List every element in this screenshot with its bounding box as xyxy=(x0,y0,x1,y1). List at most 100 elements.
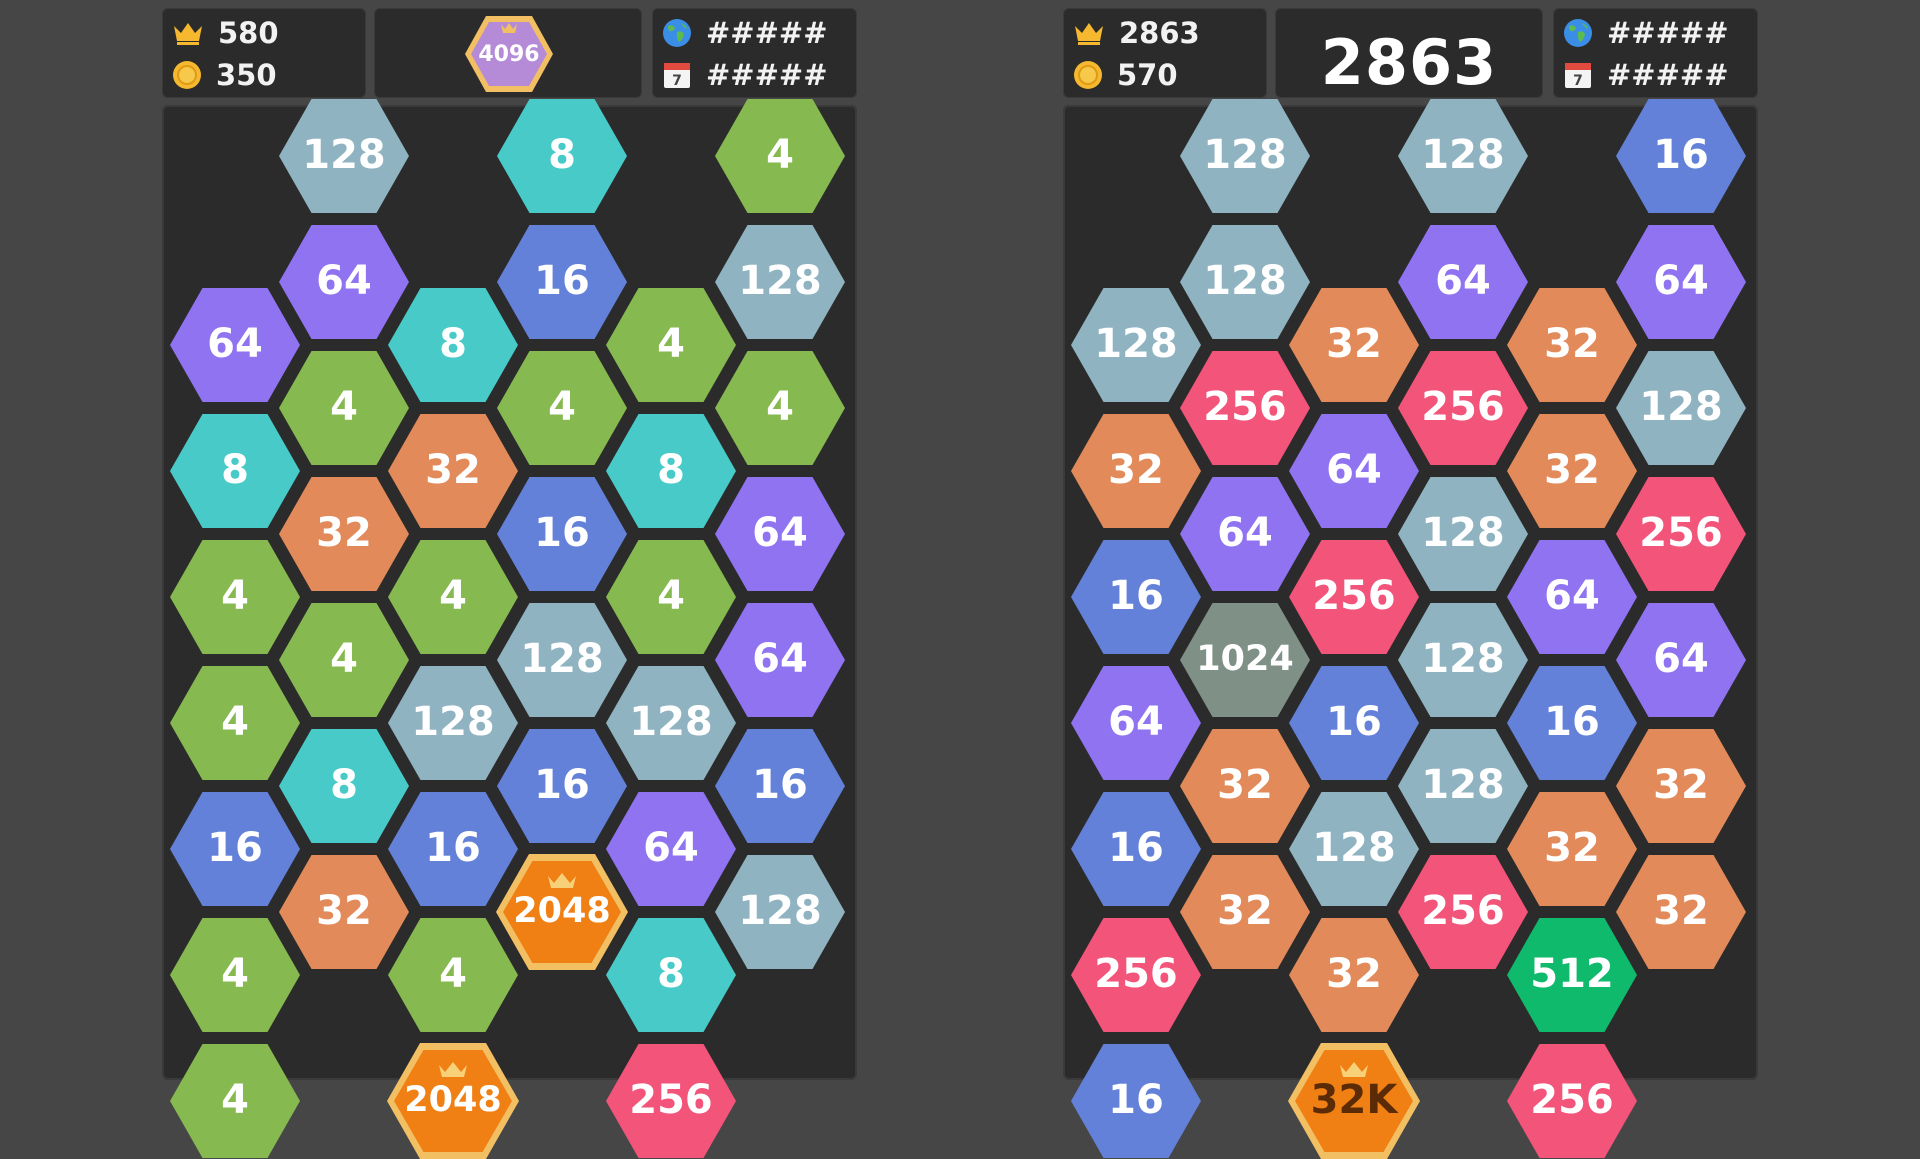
hex-tile-value: 4 xyxy=(221,573,249,619)
hex-tile-8[interactable]: 8 xyxy=(496,98,628,214)
hex-tile-128[interactable]: 128 xyxy=(714,224,846,340)
stats-box: 2863 570 xyxy=(1063,8,1267,98)
hex-tile-128[interactable]: 128 xyxy=(496,602,628,718)
hex-tile-32[interactable]: 32 xyxy=(1615,854,1747,970)
hex-tile-128[interactable]: 128 xyxy=(1179,98,1311,214)
hex-tile-256[interactable]: 256 xyxy=(1179,350,1311,466)
hex-tile-128[interactable]: 128 xyxy=(605,665,737,781)
hex-tile-16[interactable]: 16 xyxy=(1506,665,1638,781)
calendar-day: 7 xyxy=(672,73,682,89)
hex-tile-32[interactable]: 32 xyxy=(1506,287,1638,403)
hex-tile-16[interactable]: 16 xyxy=(1070,1043,1202,1159)
hex-tile-value: 32 xyxy=(1326,321,1382,367)
hex-tile-64[interactable]: 64 xyxy=(1615,602,1747,718)
hex-tile-64[interactable]: 64 xyxy=(714,476,846,592)
hex-tile-value: 16 xyxy=(1108,573,1164,619)
hex-tile-32K[interactable]: 32K xyxy=(1288,1043,1420,1159)
hex-tile-32[interactable]: 32 xyxy=(1288,287,1420,403)
hex-tile-8[interactable]: 8 xyxy=(169,413,301,529)
hex-tile-64[interactable]: 64 xyxy=(1288,413,1420,529)
game-panel-left: 580 350 4096 ##### 7 ##### 64 8 4 4 16 4 4 128 6… xyxy=(162,0,862,1159)
hex-tile-64[interactable]: 64 xyxy=(1070,665,1202,781)
hex-tile-value: 4 xyxy=(766,132,794,178)
hex-tile-64[interactable]: 64 xyxy=(714,602,846,718)
hex-tile-16[interactable]: 16 xyxy=(1288,665,1420,781)
hex-tile-value: 16 xyxy=(752,762,808,808)
hex-tile-16[interactable]: 16 xyxy=(714,728,846,844)
hex-tile-32[interactable]: 32 xyxy=(1506,413,1638,529)
hex-tile-16[interactable]: 16 xyxy=(1615,98,1747,214)
hex-tile-4[interactable]: 4 xyxy=(605,539,737,655)
hex-tile-32[interactable]: 32 xyxy=(1615,728,1747,844)
hex-tile-4[interactable]: 4 xyxy=(169,539,301,655)
hex-tile-256[interactable]: 256 xyxy=(1397,854,1529,970)
hex-tile-128[interactable]: 128 xyxy=(1288,791,1420,907)
hex-tile-16[interactable]: 16 xyxy=(1070,539,1202,655)
hex-tile-value: 32 xyxy=(1544,447,1600,493)
hex-tile-512[interactable]: 512 xyxy=(1506,917,1638,1033)
hex-tile-64[interactable]: 64 xyxy=(1615,224,1747,340)
hex-tile-128[interactable]: 128 xyxy=(1070,287,1202,403)
hex-tile-2048[interactable]: 2048 xyxy=(387,1043,519,1159)
hex-tile-256[interactable]: 256 xyxy=(1288,539,1420,655)
hex-tile-32[interactable]: 32 xyxy=(387,413,519,529)
hex-tile-128[interactable]: 128 xyxy=(387,665,519,781)
hex-tile-64[interactable]: 64 xyxy=(605,791,737,907)
hex-tile-32[interactable]: 32 xyxy=(1070,413,1202,529)
hex-tile-128[interactable]: 128 xyxy=(1397,602,1529,718)
hex-tile-32[interactable]: 32 xyxy=(278,854,410,970)
hex-tile-128[interactable]: 128 xyxy=(278,98,410,214)
hex-tile-64[interactable]: 64 xyxy=(169,287,301,403)
hex-tile-128[interactable]: 128 xyxy=(1615,350,1747,466)
hex-tile-4[interactable]: 4 xyxy=(278,602,410,718)
hex-tile-128[interactable]: 128 xyxy=(1179,224,1311,340)
hex-tile-value: 4 xyxy=(657,321,685,367)
hex-tile-value: 1024 xyxy=(1196,639,1294,679)
crown-icon xyxy=(1340,1062,1368,1077)
hex-tile-value: 4 xyxy=(439,573,467,619)
hex-tile-32[interactable]: 32 xyxy=(1179,728,1311,844)
hex-tile-128[interactable]: 128 xyxy=(1397,728,1529,844)
hex-tile-4[interactable]: 4 xyxy=(278,350,410,466)
hex-tile-256[interactable]: 256 xyxy=(1615,476,1747,592)
hex-tile-32[interactable]: 32 xyxy=(1179,854,1311,970)
hex-tile-256[interactable]: 256 xyxy=(1397,350,1529,466)
hex-tile-8[interactable]: 8 xyxy=(605,413,737,529)
hex-tile-4[interactable]: 4 xyxy=(387,539,519,655)
hex-tile-4[interactable]: 4 xyxy=(714,98,846,214)
hex-tile-128[interactable]: 128 xyxy=(1397,476,1529,592)
hex-tile-64[interactable]: 64 xyxy=(278,224,410,340)
hex-tile-64[interactable]: 64 xyxy=(1397,224,1529,340)
hex-tile-64[interactable]: 64 xyxy=(1179,476,1311,592)
hex-tile-16[interactable]: 16 xyxy=(1070,791,1202,907)
hex-tile-8[interactable]: 8 xyxy=(278,728,410,844)
hex-tile-16[interactable]: 16 xyxy=(496,476,628,592)
hex-tile-4[interactable]: 4 xyxy=(605,287,737,403)
hex-tile-16[interactable]: 16 xyxy=(387,791,519,907)
hex-tile-128[interactable]: 128 xyxy=(1397,98,1529,214)
hex-tile-4[interactable]: 4 xyxy=(169,665,301,781)
hex-tile-16[interactable]: 16 xyxy=(496,728,628,844)
hex-tile-1024[interactable]: 1024 xyxy=(1179,602,1311,718)
hex-tile-16[interactable]: 16 xyxy=(496,224,628,340)
hex-tile-256[interactable]: 256 xyxy=(605,1043,737,1159)
hex-tile-4[interactable]: 4 xyxy=(496,350,628,466)
hex-tile-32[interactable]: 32 xyxy=(278,476,410,592)
hex-tile-8[interactable]: 8 xyxy=(605,917,737,1033)
hex-tile-32[interactable]: 32 xyxy=(1506,791,1638,907)
hex-tile-4[interactable]: 4 xyxy=(387,917,519,1033)
hex-tile-value: 128 xyxy=(1421,636,1505,682)
hex-tile-64[interactable]: 64 xyxy=(1506,539,1638,655)
hex-tile-4[interactable]: 4 xyxy=(169,917,301,1033)
hex-tile-4[interactable]: 4 xyxy=(714,350,846,466)
hex-tile-256[interactable]: 256 xyxy=(1070,917,1202,1033)
hex-tile-value: 128 xyxy=(1312,825,1396,871)
hex-tile-128[interactable]: 128 xyxy=(714,854,846,970)
hex-tile-8[interactable]: 8 xyxy=(387,287,519,403)
hex-tile-2048[interactable]: 2048 xyxy=(496,854,628,970)
hex-tile-256[interactable]: 256 xyxy=(1506,1043,1638,1159)
hex-tile-4[interactable]: 4 xyxy=(169,1043,301,1159)
hex-tile-value: 64 xyxy=(643,825,699,871)
hex-tile-32[interactable]: 32 xyxy=(1288,917,1420,1033)
hex-tile-16[interactable]: 16 xyxy=(169,791,301,907)
